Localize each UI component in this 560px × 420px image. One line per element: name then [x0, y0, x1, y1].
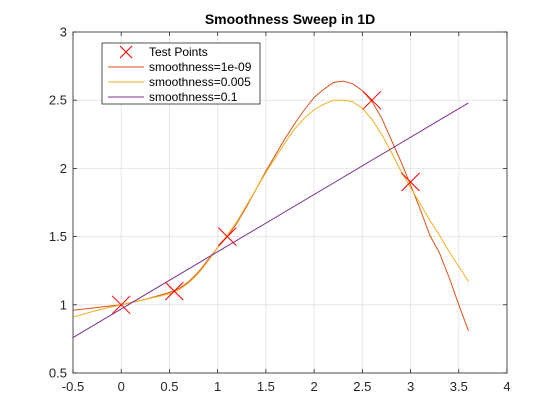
- x-tick-label: 0: [118, 379, 125, 394]
- test-point-marker: [401, 172, 420, 192]
- y-tick-label: 2.5: [49, 93, 67, 108]
- x-tick-label: 2.5: [353, 379, 371, 394]
- marker-stroke: [111, 295, 131, 315]
- legend: Test Pointssmoothness=1e-09smoothness=0.…: [101, 42, 261, 105]
- legend-label: smoothness=1e-09: [149, 60, 252, 74]
- x-tick-label: 3.5: [450, 379, 468, 394]
- ticks: -0.5 0 0.5 1 1.5 2 2.5 3 3.5 4 0.5 1 1.5 2 2.5 3: [49, 25, 511, 395]
- x-tick-label: 0.5: [160, 379, 178, 394]
- legend-marker-test-points: [119, 45, 133, 59]
- y-tick-label: 0.5: [49, 366, 67, 381]
- test-point-marker: [362, 90, 382, 110]
- plot-frame: [72, 31, 508, 374]
- y-tick-label: 1.5: [49, 229, 67, 244]
- test-point-marker: [111, 295, 131, 315]
- x-tick-label: 1: [214, 379, 221, 394]
- marker-stroke: [119, 45, 133, 59]
- series-layer: [72, 80, 469, 338]
- marker-stroke: [164, 281, 184, 301]
- x-tick-label: -0.5: [62, 379, 84, 394]
- marker-stroke: [401, 172, 420, 192]
- marker-stroke: [217, 227, 237, 246]
- marker-stroke: [362, 90, 382, 110]
- legend-box: [101, 42, 261, 105]
- test-points: [111, 90, 420, 315]
- y-tick-label: 2: [60, 161, 67, 176]
- legend-label: smoothness=0.1: [149, 90, 238, 104]
- series-line-3: [72, 102, 469, 338]
- legend-label: Test Points: [149, 45, 208, 59]
- x-tick-label: 2: [310, 379, 317, 394]
- x-tick-label: 4: [503, 379, 510, 394]
- x-tick-label: 1.5: [257, 379, 275, 394]
- y-tick-label: 3: [60, 25, 67, 40]
- series-line-1: [72, 80, 469, 331]
- x-tick-label: 3: [407, 379, 414, 394]
- series-line-2: [72, 99, 469, 318]
- y-tick-label: 1: [60, 297, 67, 312]
- test-point-marker: [217, 227, 237, 246]
- chart-title: Smoothness Sweep in 1D: [205, 11, 375, 27]
- legend-label: smoothness=0.005: [149, 75, 251, 89]
- test-point-marker: [164, 281, 184, 301]
